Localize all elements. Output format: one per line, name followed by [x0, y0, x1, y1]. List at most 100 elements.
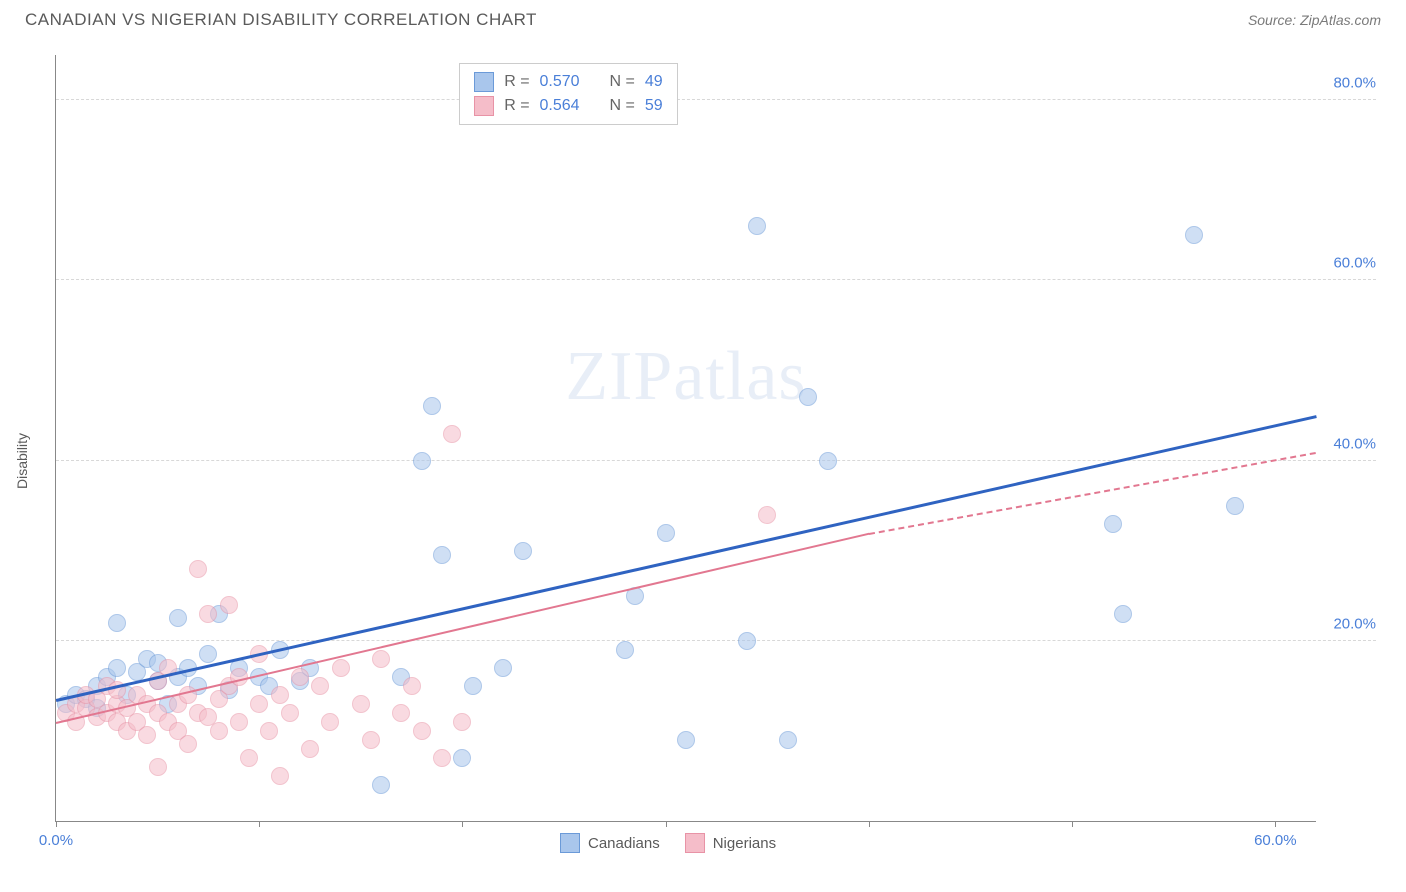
xtick — [1072, 821, 1073, 827]
data-point — [799, 388, 817, 406]
data-point — [1226, 497, 1244, 515]
chart-source: Source: ZipAtlas.com — [1248, 12, 1381, 28]
data-point — [1104, 515, 1122, 533]
ytick-label: 40.0% — [1321, 435, 1376, 452]
data-point — [230, 713, 248, 731]
data-point — [220, 596, 238, 614]
data-point — [443, 425, 461, 443]
data-point — [657, 524, 675, 542]
gridline-h — [56, 640, 1376, 641]
data-point — [362, 731, 380, 749]
legend-swatch — [474, 96, 494, 116]
data-point — [271, 767, 289, 785]
plot-area: ZIPatlas R =0.570N =49R =0.564N =59 Cana… — [55, 55, 1316, 822]
gridline-h — [56, 279, 1376, 280]
data-point — [677, 731, 695, 749]
data-point — [433, 546, 451, 564]
data-point — [352, 695, 370, 713]
xtick — [1275, 821, 1276, 827]
data-point — [199, 645, 217, 663]
ytick-label: 80.0% — [1321, 75, 1376, 92]
data-point — [291, 668, 309, 686]
legend-series-item: Nigerians — [685, 833, 776, 853]
gridline-h — [56, 99, 1376, 100]
data-point — [210, 722, 228, 740]
xtick-label: 60.0% — [1254, 832, 1297, 849]
data-point — [453, 749, 471, 767]
data-point — [819, 452, 837, 470]
data-point — [108, 659, 126, 677]
data-point — [738, 632, 756, 650]
data-point — [433, 749, 451, 767]
data-point — [392, 704, 410, 722]
xtick — [462, 821, 463, 827]
chart-title: CANADIAN VS NIGERIAN DISABILITY CORRELAT… — [25, 10, 537, 30]
gridline-h — [56, 460, 1376, 461]
data-point — [138, 726, 156, 744]
data-point — [372, 650, 390, 668]
trend-line — [56, 533, 869, 724]
data-point — [260, 722, 278, 740]
legend-stats-row: R = 0.564 N = 59 — [474, 94, 662, 118]
n-label: N = — [610, 97, 635, 115]
data-point — [779, 731, 797, 749]
legend-stats-row: R = 0.570 N = 49 — [474, 70, 662, 94]
legend-series: Canadians Nigerians — [560, 833, 776, 853]
data-point — [281, 704, 299, 722]
watermark: ZIPatlas — [565, 337, 806, 417]
data-point — [413, 722, 431, 740]
data-point — [748, 217, 766, 235]
data-point — [240, 749, 258, 767]
r-label: R = — [504, 97, 529, 115]
xtick — [869, 821, 870, 827]
data-point — [301, 740, 319, 758]
data-point — [464, 677, 482, 695]
ytick-label: 20.0% — [1321, 615, 1376, 632]
xtick — [666, 821, 667, 827]
legend-series-item: Canadians — [560, 833, 660, 853]
data-point — [494, 659, 512, 677]
data-point — [311, 677, 329, 695]
xtick-label: 0.0% — [39, 832, 73, 849]
y-axis-label: Disability — [14, 433, 30, 489]
trend-line — [869, 452, 1316, 535]
data-point — [149, 758, 167, 776]
data-point — [250, 695, 268, 713]
legend-swatch — [474, 72, 494, 92]
n-label: N = — [610, 73, 635, 91]
data-point — [758, 506, 776, 524]
data-point — [403, 677, 421, 695]
data-point — [413, 452, 431, 470]
r-value: 0.564 — [540, 97, 590, 115]
legend-stats: R = 0.570 N = 49 R = 0.564 N = 59 — [459, 63, 677, 125]
data-point — [199, 605, 217, 623]
data-point — [372, 776, 390, 794]
data-point — [514, 542, 532, 560]
r-value: 0.570 — [540, 73, 590, 91]
data-point — [189, 560, 207, 578]
data-point — [453, 713, 471, 731]
data-point — [321, 713, 339, 731]
legend-swatch — [685, 833, 705, 853]
data-point — [1185, 226, 1203, 244]
xtick — [259, 821, 260, 827]
xtick — [56, 821, 57, 827]
trend-line — [56, 415, 1317, 701]
data-point — [1114, 605, 1132, 623]
data-point — [108, 614, 126, 632]
data-point — [169, 609, 187, 627]
legend-label: Canadians — [588, 835, 660, 852]
legend-label: Nigerians — [713, 835, 776, 852]
chart-container: Disability ZIPatlas R =0.570N =49R =0.56… — [40, 50, 1386, 872]
ytick-label: 60.0% — [1321, 255, 1376, 272]
data-point — [616, 641, 634, 659]
n-value: 59 — [645, 97, 663, 115]
r-label: R = — [504, 73, 529, 91]
data-point — [179, 735, 197, 753]
legend-swatch — [560, 833, 580, 853]
data-point — [423, 397, 441, 415]
chart-header: CANADIAN VS NIGERIAN DISABILITY CORRELAT… — [0, 0, 1406, 35]
data-point — [271, 686, 289, 704]
n-value: 49 — [645, 73, 663, 91]
data-point — [332, 659, 350, 677]
